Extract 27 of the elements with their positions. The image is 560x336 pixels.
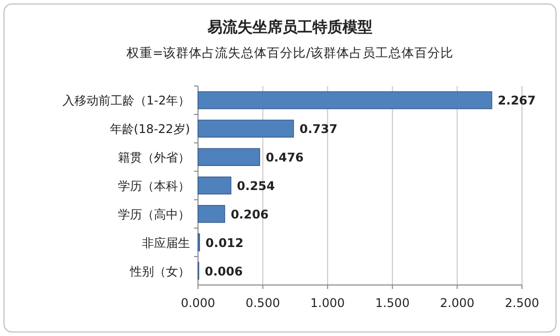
data-label: 0.012 xyxy=(206,236,244,250)
data-label: 0.206 xyxy=(230,207,269,222)
chart-title: 易流失坐席员工特质模型 xyxy=(206,18,372,36)
y-tick-label: 年龄(18-22岁) xyxy=(110,122,190,136)
bar xyxy=(198,176,232,194)
y-tick-label: 非应届生 xyxy=(142,236,190,250)
data-label: 0.006 xyxy=(204,264,243,278)
y-tick-label: 学历（本科） xyxy=(118,179,190,193)
data-label: 2.267 xyxy=(498,94,536,108)
x-tick-label: 2.000 xyxy=(440,296,474,310)
x-tick-label: 1.500 xyxy=(375,296,410,310)
bar xyxy=(198,205,226,223)
y-tick-label: 入移动前工龄（1-2年） xyxy=(62,94,190,108)
bar xyxy=(198,148,260,166)
chart-subtitle: 权重=该群体占流失总体百分比/该群体占员工总体百分比 xyxy=(126,45,454,60)
bar xyxy=(198,91,492,110)
data-label: 0.254 xyxy=(236,179,275,193)
x-tick-label: 0.000 xyxy=(180,296,216,310)
y-tick-label: 籍贯（外省） xyxy=(118,150,190,165)
y-tick-label: 学历（高中） xyxy=(118,207,190,222)
x-tick-label: 2.500 xyxy=(504,296,540,310)
data-label: 0.737 xyxy=(300,122,338,136)
bar xyxy=(198,120,294,138)
x-tick-label: 1.000 xyxy=(310,296,345,310)
x-tick-label: 0.500 xyxy=(246,296,280,310)
data-label: 0.476 xyxy=(266,150,304,165)
y-tick-label: 性别（女） xyxy=(129,264,190,278)
